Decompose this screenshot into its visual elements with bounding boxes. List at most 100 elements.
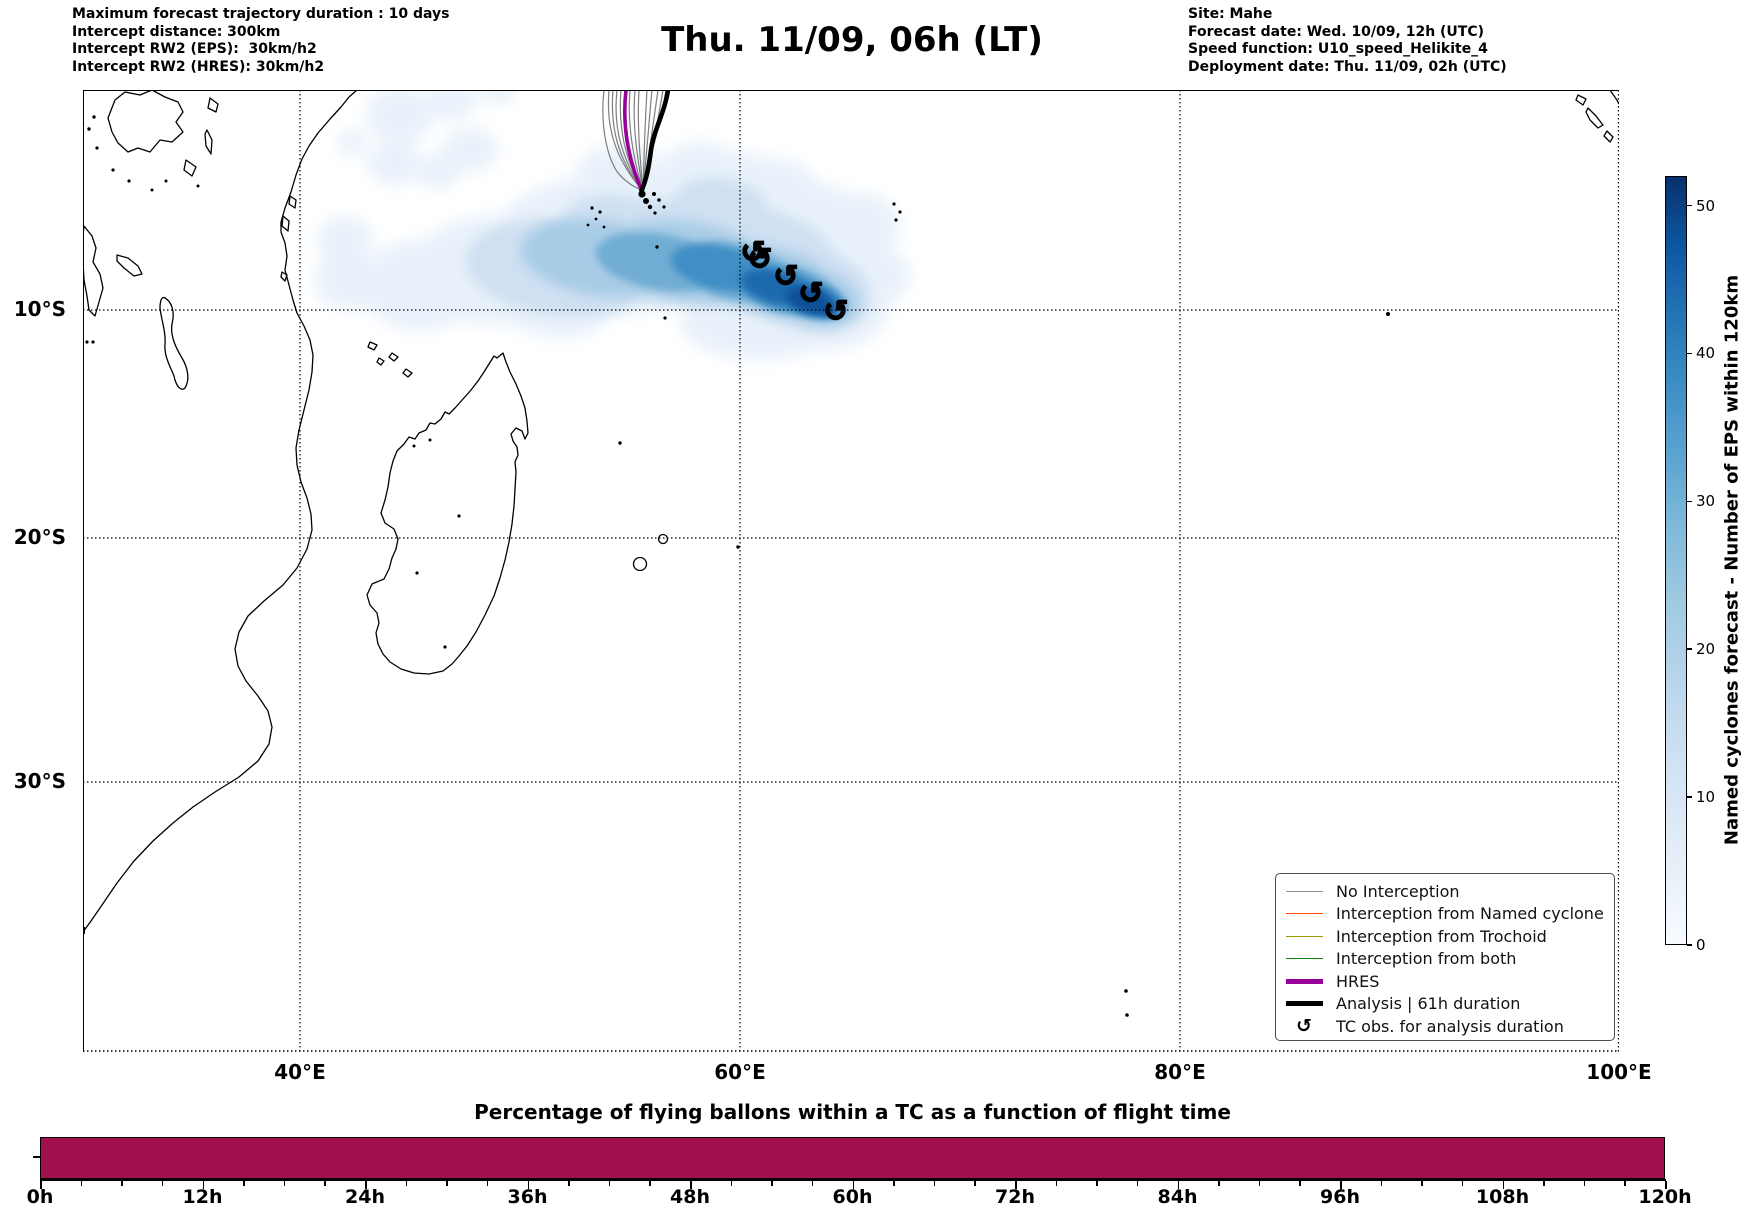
legend-item: No Interception xyxy=(1282,880,1608,903)
legend-item: Interception from Trochoid xyxy=(1282,925,1608,948)
mauritius-island xyxy=(657,533,669,545)
legend-line-sample xyxy=(1285,978,1323,984)
colorbar-tick-label: 0 xyxy=(1696,936,1706,954)
legend-line-sample xyxy=(1285,958,1323,960)
legend-item: HRES xyxy=(1282,970,1608,993)
colorbar-tick-label: 30 xyxy=(1696,492,1716,511)
colorbar-tick xyxy=(1687,500,1692,503)
x-minor-tick xyxy=(1461,1181,1464,1186)
flight-chart-xaxis xyxy=(40,1179,1666,1181)
x-minor-tick xyxy=(324,1181,326,1186)
lake-tanganyika xyxy=(83,225,104,317)
x-minor-tick xyxy=(405,1181,408,1186)
x-tick-label: 60h xyxy=(832,1186,873,1208)
colorbar-tick-label: 10 xyxy=(1696,788,1716,807)
sumatra-corner-islands xyxy=(1575,90,1619,143)
tc-cyclone-icon: ↺ xyxy=(740,235,765,270)
madagascar xyxy=(366,352,529,675)
tc-cyclone-icon: ↺ xyxy=(823,294,848,329)
x-minor-tick xyxy=(771,1181,773,1186)
colorbar-tick xyxy=(1687,352,1692,355)
x-minor-tick xyxy=(1055,1181,1058,1186)
legend-item-label: Interception from both xyxy=(1336,949,1517,969)
x-minor-tick xyxy=(1218,1181,1220,1186)
legend-line-sample xyxy=(1285,1001,1323,1007)
x-major-tick xyxy=(527,1181,530,1189)
colorbar-tick xyxy=(1687,796,1692,798)
x-major-tick xyxy=(1177,1181,1180,1189)
mafia-island xyxy=(280,271,288,282)
legend-item-label: Interception from Trochoid xyxy=(1336,926,1547,946)
x-minor-tick xyxy=(446,1181,448,1186)
colorbar-tick-label: 50 xyxy=(1696,196,1716,215)
x-minor-tick xyxy=(1258,1181,1261,1186)
lake-rukwa xyxy=(116,254,143,277)
x-minor-tick xyxy=(243,1181,245,1186)
x-minor-tick xyxy=(608,1181,611,1186)
colorbar-tick-label: 40 xyxy=(1696,344,1716,363)
hres-trajectory xyxy=(622,90,643,190)
legend-item: Analysis | 61h duration xyxy=(1282,993,1608,1016)
x-minor-tick xyxy=(730,1181,733,1186)
x-major-tick xyxy=(365,1181,367,1189)
lon-tick-label: 60°E xyxy=(714,1060,766,1084)
x-minor-tick xyxy=(933,1181,936,1186)
flight-chart-bar xyxy=(40,1137,1665,1179)
map-canvas: ↺↺ ↺ ↺↺ xyxy=(83,90,1619,1052)
x-minor-tick xyxy=(283,1181,286,1186)
analysis-end-and-mahe-specks xyxy=(638,190,666,215)
rift-lakes xyxy=(183,97,219,177)
legend-item-label: TC obs. for analysis duration xyxy=(1336,1016,1564,1036)
x-major-tick xyxy=(1502,1181,1505,1189)
x-major-tick xyxy=(852,1181,855,1189)
x-tick-label: 120h xyxy=(1638,1186,1692,1208)
colorbar-tick xyxy=(1687,648,1692,650)
flight-chart-ytick xyxy=(33,1156,40,1158)
x-minor-tick xyxy=(1380,1181,1383,1186)
colorbar-label: Named cyclones forecast - Number of EPS … xyxy=(1721,274,1743,846)
colorbar-tick xyxy=(1687,204,1692,207)
x-major-tick xyxy=(1340,1181,1342,1189)
x-tick-label: 12h xyxy=(182,1186,223,1208)
legend-item: Interception from Named cyclone xyxy=(1282,903,1608,926)
legend-item-label: Analysis | 61h duration xyxy=(1336,994,1521,1014)
x-major-tick xyxy=(202,1181,205,1189)
x-tick-label: 48h xyxy=(670,1186,710,1208)
africa-coastline xyxy=(83,90,358,933)
x-minor-tick xyxy=(649,1181,651,1186)
x-tick-label: 24h xyxy=(345,1186,385,1208)
colorbar-tick-label: 20 xyxy=(1696,640,1716,659)
lon-tick-label: 100°E xyxy=(1586,1060,1652,1084)
x-minor-tick xyxy=(893,1181,895,1186)
page-title: Thu. 11/09, 06h (LT) xyxy=(661,20,1043,60)
reunion-island xyxy=(632,556,648,572)
comoros-islands xyxy=(367,341,413,378)
x-minor-tick xyxy=(1421,1181,1423,1186)
colorbar-gradient xyxy=(1665,176,1687,945)
forecast-parameters-block: Maximum forecast trajectory duration : 1… xyxy=(72,6,450,75)
zanzibar-island xyxy=(281,215,290,232)
x-major-tick xyxy=(1665,1181,1667,1189)
lake-malawi xyxy=(159,296,189,390)
x-minor-tick xyxy=(121,1181,123,1186)
x-minor-tick xyxy=(161,1181,164,1186)
x-minor-tick xyxy=(568,1181,570,1186)
x-minor-tick xyxy=(811,1181,814,1186)
x-major-tick xyxy=(40,1181,42,1189)
x-major-tick xyxy=(690,1181,692,1189)
x-tick-label: 36h xyxy=(507,1186,548,1208)
site-info-block: Site: Mahe Forecast date: Wed. 10/09, 12… xyxy=(1188,6,1507,75)
lon-tick-label: 80°E xyxy=(1154,1060,1206,1084)
lat-tick-label: 10°S xyxy=(13,297,66,321)
analysis-trajectory xyxy=(638,90,671,193)
tc-cyclone-icon: ↺ xyxy=(773,259,798,294)
x-minor-tick xyxy=(1543,1181,1545,1186)
x-minor-tick xyxy=(1624,1181,1626,1186)
x-minor-tick xyxy=(80,1181,83,1186)
coastlines xyxy=(83,90,1619,1017)
pemba-island xyxy=(288,195,297,209)
legend-item: Interception from both xyxy=(1282,948,1608,971)
x-tick-label: 96h xyxy=(1320,1186,1360,1208)
x-minor-tick xyxy=(1096,1181,1098,1186)
